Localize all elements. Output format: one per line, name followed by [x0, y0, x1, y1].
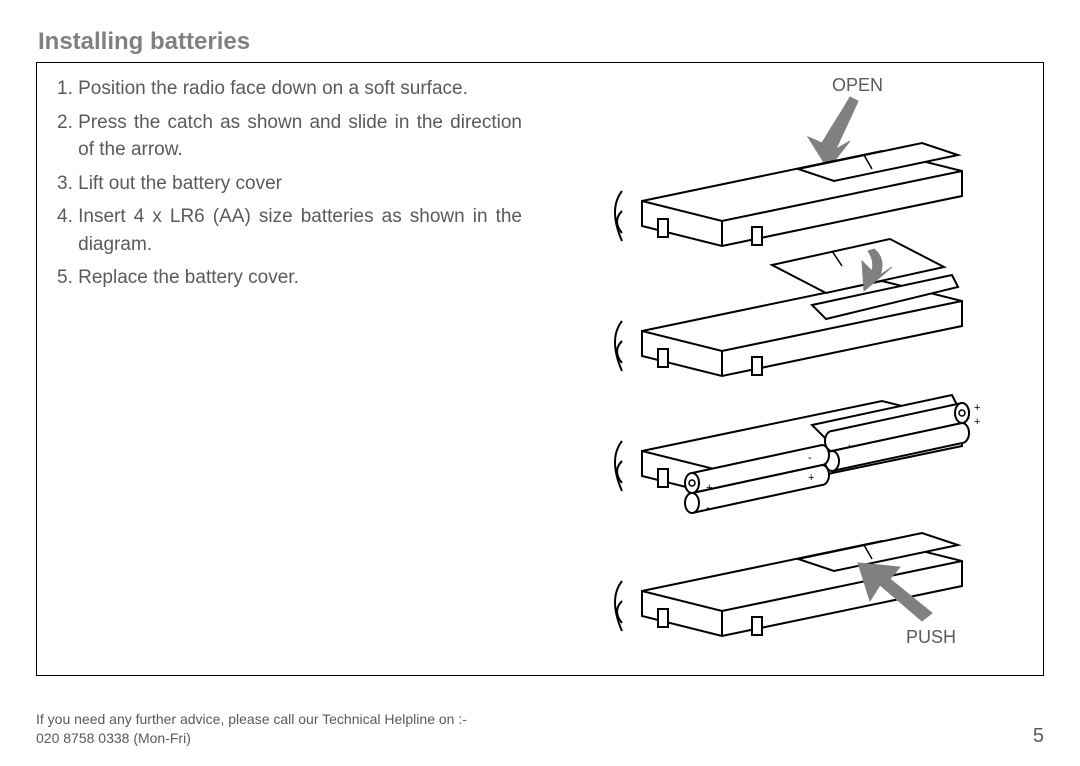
svg-text:+: +: [974, 402, 980, 414]
diagram-column: OPEN: [540, 63, 1043, 675]
step-number: 1.: [57, 75, 78, 103]
radio-open-view-icon: [615, 143, 962, 246]
radio-lift-cover-icon: [615, 239, 962, 376]
step-text: Insert 4 x LR6 (AA) size batteries as sh…: [78, 203, 522, 258]
step-number: 2.: [57, 109, 78, 164]
page-number: 5: [1033, 725, 1044, 748]
step-text: Replace the battery cover.: [78, 264, 522, 292]
step-3: 3. Lift out the battery cover: [57, 170, 522, 198]
battery-diagram-icon: OPEN: [582, 71, 1002, 661]
step-text: Press the catch as shown and slide in th…: [78, 109, 522, 164]
step-2: 2. Press the catch as shown and slide in…: [57, 109, 522, 164]
content-box: 1. Position the radio face down on a sof…: [36, 62, 1044, 676]
step-1: 1. Position the radio face down on a sof…: [57, 75, 522, 103]
page-footer: If you need any further advice, please c…: [36, 710, 1044, 748]
helpline-text: If you need any further advice, please c…: [36, 710, 467, 748]
manual-page: Installing batteries 1. Position the rad…: [0, 0, 1080, 766]
radio-push-close-icon: PUSH: [615, 533, 962, 647]
svg-text:-: -: [808, 452, 812, 464]
svg-text:+: +: [974, 416, 980, 428]
step-4: 4. Insert 4 x LR6 (AA) size batteries as…: [57, 203, 522, 258]
step-text: Lift out the battery cover: [78, 170, 522, 198]
radio-insert-batteries-icon: + + + - - +: [615, 395, 980, 514]
step-number: 4.: [57, 203, 78, 258]
instructions-column: 1. Position the radio face down on a sof…: [37, 63, 540, 675]
svg-text:+: +: [808, 472, 814, 484]
helpline-line2: 020 8758 0338 (Mon-Fri): [36, 729, 467, 748]
svg-text:+: +: [706, 482, 712, 494]
helpline-line1: If you need any further advice, please c…: [36, 710, 467, 729]
step-number: 3.: [57, 170, 78, 198]
section-title: Installing batteries: [38, 28, 1044, 56]
push-label: PUSH: [906, 627, 956, 647]
step-number: 5.: [57, 264, 78, 292]
step-5: 5. Replace the battery cover.: [57, 264, 522, 292]
step-text: Position the radio face down on a soft s…: [78, 75, 522, 103]
svg-text:-: -: [846, 462, 850, 474]
open-label: OPEN: [832, 75, 883, 95]
svg-text:-: -: [706, 502, 710, 514]
